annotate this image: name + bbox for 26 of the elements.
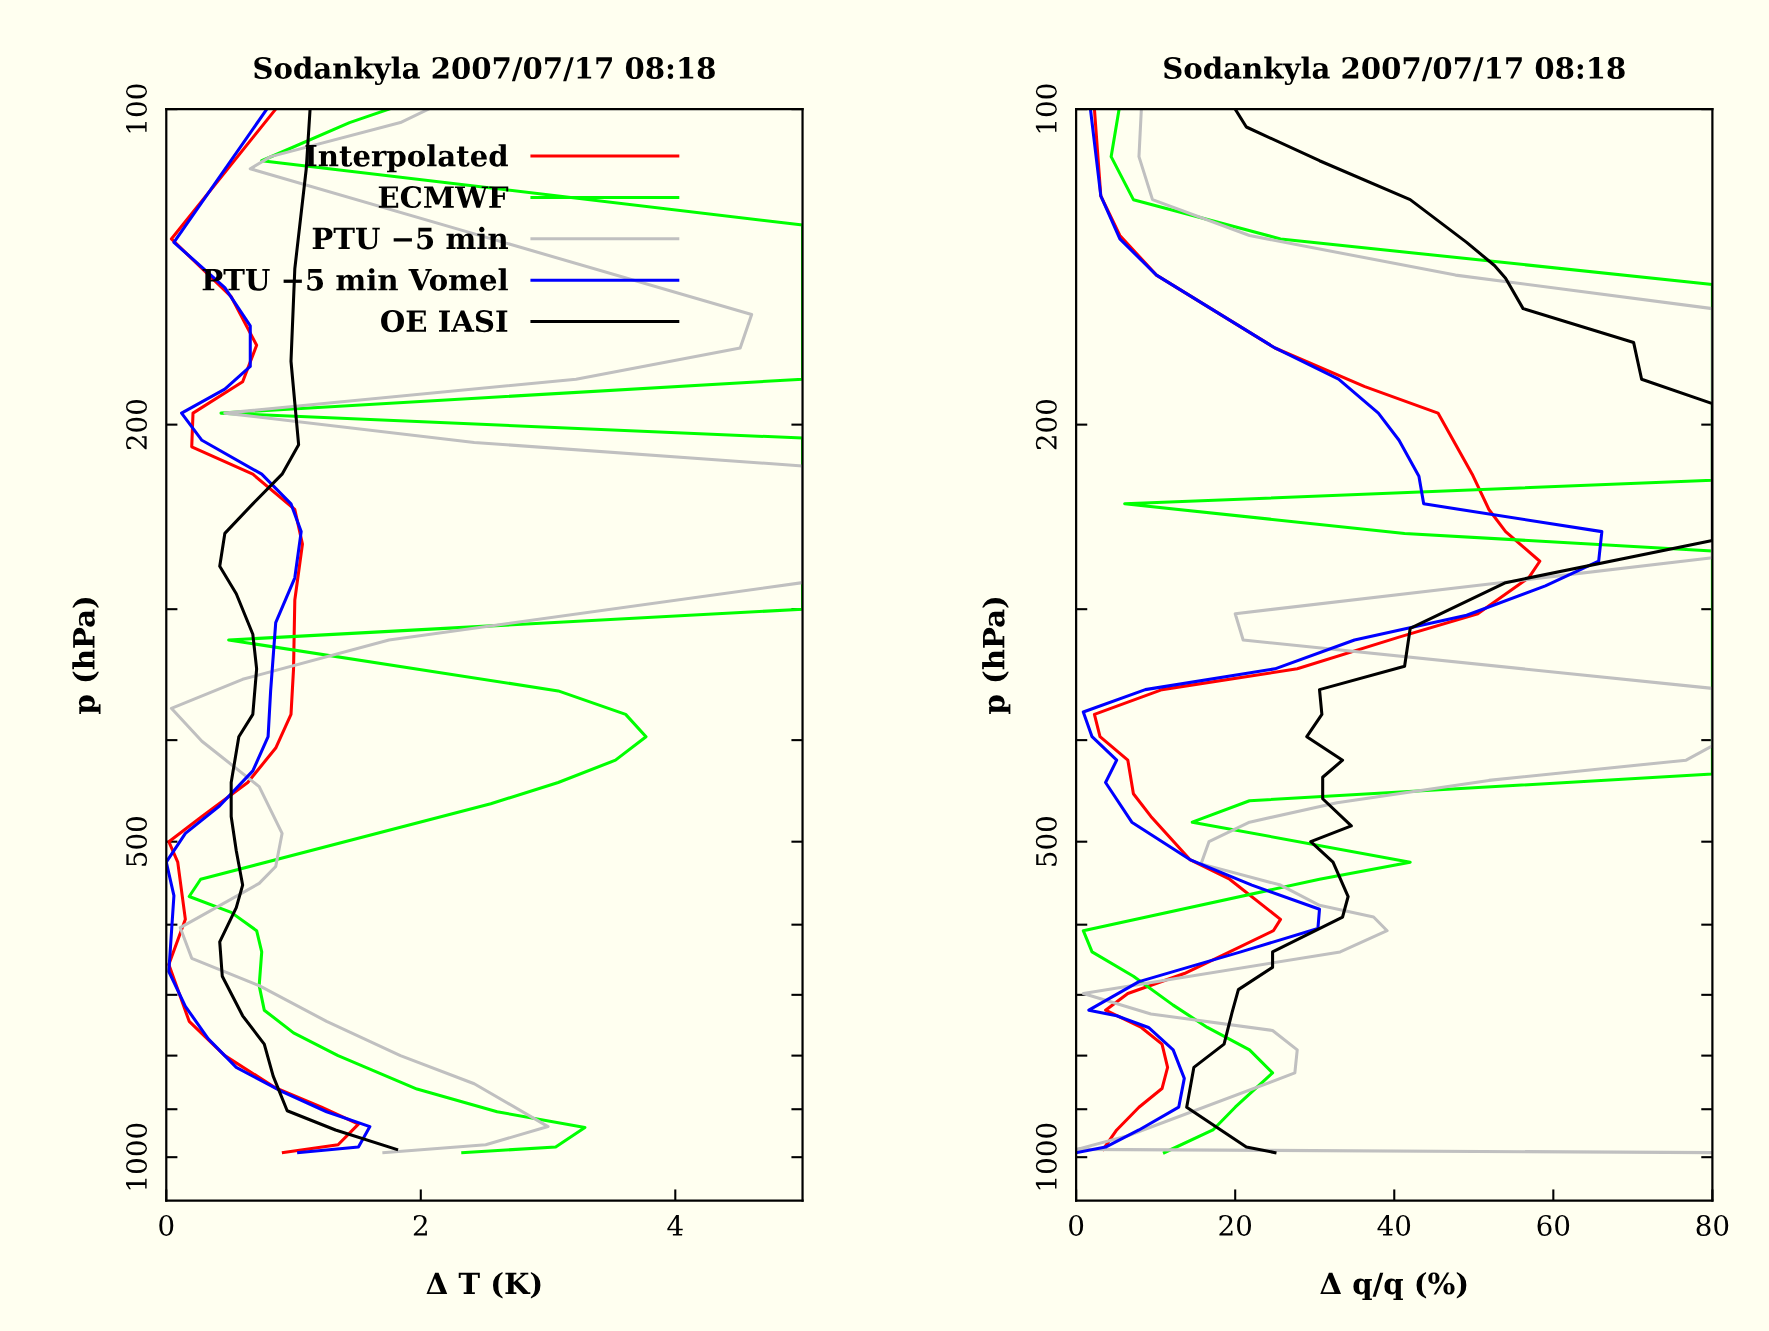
x-axis-title: Δ T (K): [426, 1271, 541, 1299]
x-tick-label: 0: [159, 1214, 174, 1236]
x-tick-label: 0: [1069, 1214, 1084, 1236]
x-tick-label: 4: [667, 1214, 683, 1236]
line-series: [1076, 109, 1604, 1155]
chart-title: Sodankyla 2007/07/17 08:18: [1164, 56, 1625, 86]
y-tick-label: 100: [126, 84, 148, 133]
y-tick-label: 500: [126, 817, 148, 866]
y-tick-label: 100: [1035, 84, 1057, 133]
legend-label: PTU −5 min: [312, 226, 508, 250]
chart-title: Sodankyla 2007/07/17 08:18: [254, 56, 715, 86]
y-tick-label: 200: [1035, 399, 1057, 450]
y-axis-title: p (hPa): [982, 597, 1011, 714]
y-axis-title: p (hPa): [72, 597, 101, 714]
x-tick-label: 20: [1219, 1214, 1252, 1236]
y-tick-label: 1000: [126, 1123, 148, 1190]
y-tick-label: 500: [1035, 817, 1057, 866]
x-tick-label: 80: [1696, 1214, 1729, 1236]
legend-label: ECMWF: [378, 186, 509, 209]
x-tick-label: 60: [1537, 1214, 1570, 1236]
x-tick-label: 40: [1377, 1214, 1411, 1236]
x-tick-label: 2: [413, 1214, 427, 1236]
x-axis-title: Δ q/q (%): [1320, 1271, 1467, 1301]
y-tick-label: 1000: [1035, 1123, 1057, 1190]
legend-label: OE IASI: [381, 310, 508, 333]
y-tick-label: 200: [126, 399, 148, 450]
